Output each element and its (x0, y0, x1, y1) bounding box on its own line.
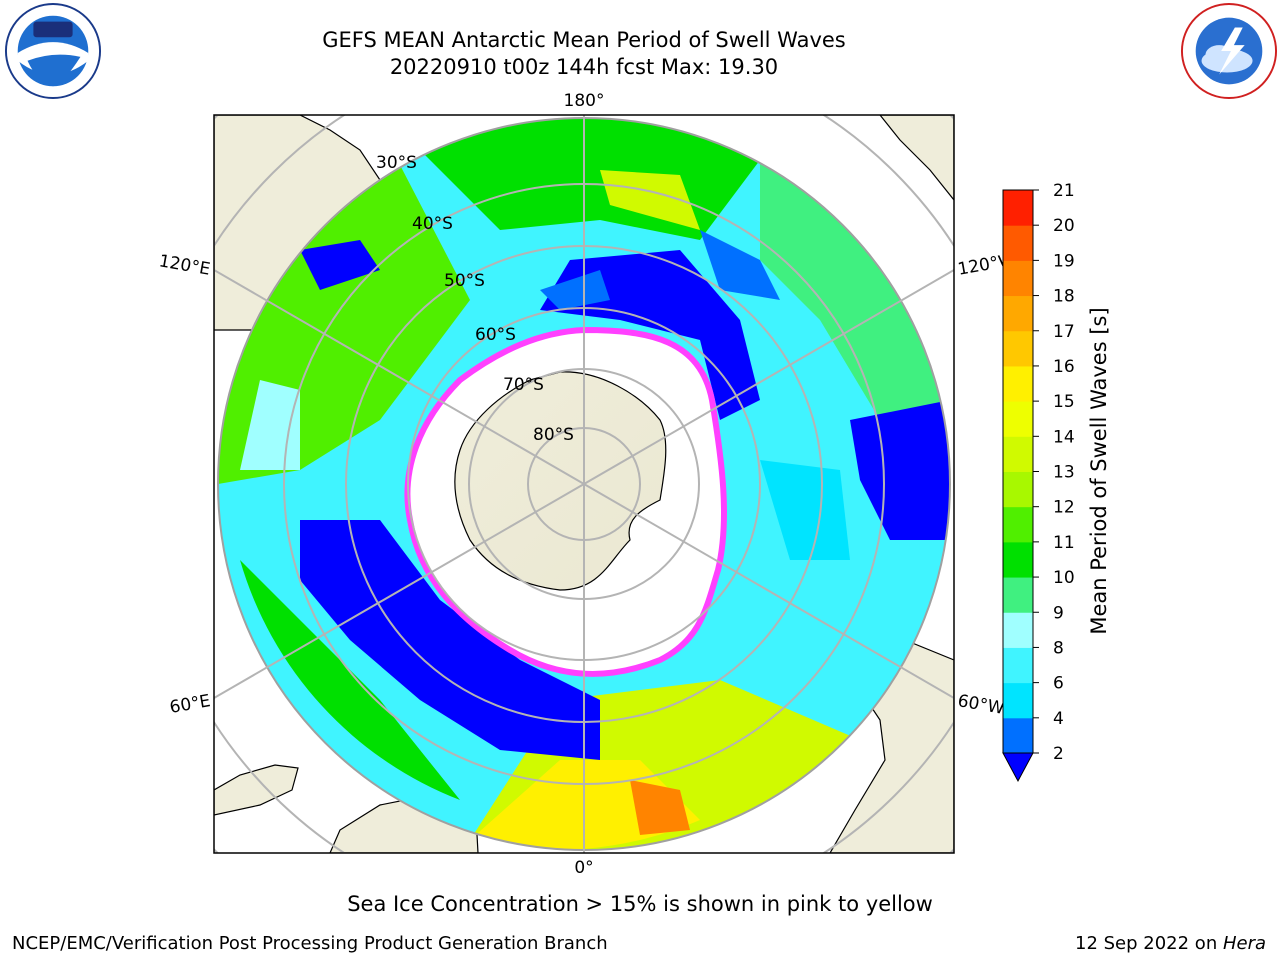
colorbar-tick-label: 17 (1053, 322, 1075, 342)
colorbar-tick-label: 16 (1053, 357, 1075, 377)
lat-label-80s: 80°S (533, 425, 574, 445)
run-date-text: 12 Sep 2022 on (1075, 933, 1223, 954)
lat-label-30s: 30°S (376, 153, 417, 173)
colorbar-tick-label: 14 (1053, 427, 1075, 447)
lon-label-60w: 60°W (956, 691, 1006, 719)
colorbar-label: Mean Period of Swell Waves [s] (1087, 307, 1111, 634)
colorbar-under-arrow (1002, 752, 1034, 783)
lat-label-60s: 60°S (475, 325, 516, 345)
colorbar-segment (1003, 506, 1033, 543)
colorbar-tick-label: 4 (1053, 709, 1064, 729)
colorbar-segment (1003, 682, 1033, 719)
colorbar-tick-label: 15 (1053, 392, 1075, 412)
sea-ice-note: Sea Ice Concentration > 15% is shown in … (347, 892, 933, 916)
lat-label-40s: 40°S (412, 214, 453, 234)
colorbar-segment (1003, 471, 1033, 508)
colorbar-segment (1003, 541, 1033, 578)
colorbar-segment (1003, 330, 1033, 367)
colorbar-segment (1003, 225, 1033, 261)
nws-logo (1180, 2, 1278, 100)
colorbar-segment (1003, 295, 1033, 332)
colorbar-segment (1003, 260, 1033, 297)
colorbar-tick-label: 19 (1053, 251, 1075, 271)
colorbar-tick-label: 18 (1053, 287, 1075, 307)
lon-label-0: 0° (574, 858, 593, 878)
lat-label-70s: 70°S (503, 375, 544, 395)
chart-title: GEFS MEAN Antarctic Mean Period of Swell… (322, 28, 846, 52)
lon-label-60e: 60°E (168, 691, 212, 718)
colorbar-tick-label: 20 (1053, 216, 1075, 236)
colorbar-tick-label: 9 (1053, 603, 1064, 623)
colorbar-tick-label: 10 (1053, 568, 1075, 588)
colorbar-tick-label: 2 (1053, 744, 1064, 764)
colorbar-segment (1003, 717, 1033, 754)
colorbar-tick-label: 21 (1053, 181, 1075, 201)
antarctica (454, 371, 667, 591)
colorbar-segment (1003, 190, 1033, 226)
colorbar-segment (1003, 365, 1033, 402)
lon-label-180: 180° (564, 91, 605, 111)
latitude-labels: 30°S 40°S 50°S 60°S 70°S 80°S (376, 153, 574, 445)
noaa-logo (4, 2, 102, 100)
credit-text: NCEP/EMC/Verification Post Processing Pr… (12, 933, 608, 954)
run-date: 12 Sep 2022 on Hera (1075, 933, 1266, 954)
lat-label-50s: 50°S (444, 271, 485, 291)
machine-name: Hera (1222, 933, 1266, 954)
colorbar-segment (1003, 577, 1033, 613)
colorbar-segment (1003, 647, 1033, 684)
colorbar-tick-label: 8 (1053, 638, 1064, 658)
colorbar-tick-label: 12 (1053, 498, 1075, 518)
chart-subtitle: 20220910 t00z 144h fcst Max: 19.30 (389, 55, 779, 79)
lon-label-120e: 120°E (157, 251, 211, 280)
colorbar: 2 4 6 8 9 10 11 12 13 14 15 16 17 18 19 20 21 (1002, 181, 1075, 783)
colorbar-segment (1003, 612, 1033, 648)
colorbar-tick-label: 11 (1053, 533, 1075, 553)
colorbar-segment (1003, 436, 1033, 472)
colorbar-tick-label: 13 (1053, 463, 1075, 483)
colorbar-tick-label: 6 (1053, 674, 1064, 694)
graticule (214, 115, 954, 853)
colorbar-segment (1003, 401, 1033, 437)
map-frame (213, 114, 955, 854)
